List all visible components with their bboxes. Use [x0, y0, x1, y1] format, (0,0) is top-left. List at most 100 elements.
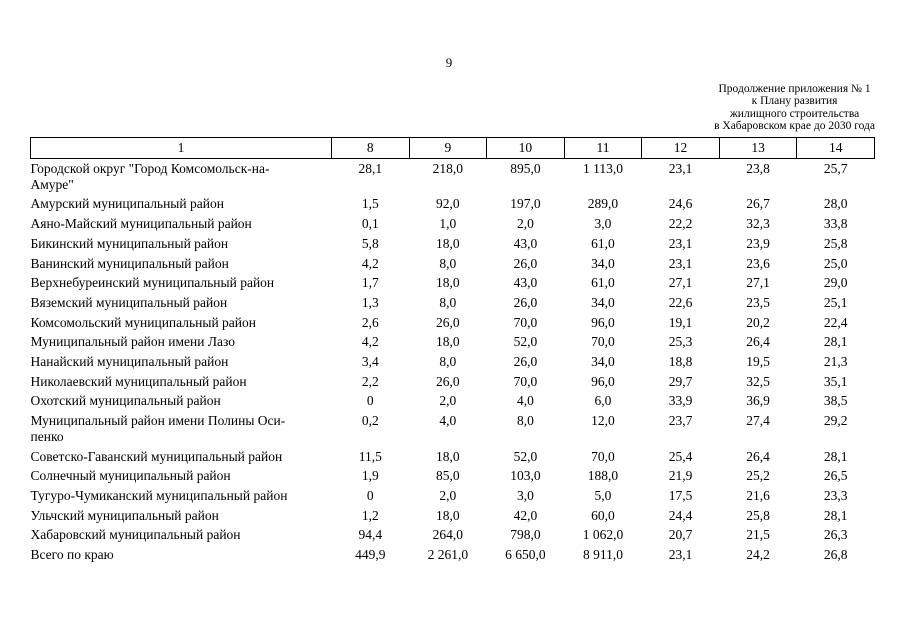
value-cell: 19,1 — [668, 314, 693, 330]
value-cell: 26,0 — [513, 255, 538, 271]
value-cell: 25,0 — [823, 255, 848, 271]
value-cell: 22,4 — [823, 314, 848, 330]
value-cell: 27,1 — [668, 275, 693, 291]
column-header: 12 — [641, 137, 720, 159]
value-cell: 188,0 — [587, 468, 619, 484]
column-header: 11 — [563, 137, 643, 159]
value-cell: 21,5 — [746, 527, 770, 543]
value-cell: 26,0 — [513, 354, 538, 370]
appendix-note-line: в Хабаровском крае до 2030 года — [714, 120, 875, 133]
value-cell: 42,0 — [513, 507, 538, 523]
value-cell: 218,0 — [432, 161, 464, 176]
value-cell: 29,0 — [823, 275, 848, 291]
value-cell: 0,2 — [361, 413, 379, 429]
value-cell: 2,0 — [439, 487, 457, 503]
value-cell: 70,0 — [513, 373, 538, 389]
table-row: Городской округ "Город Комсомольск-на- А… — [31, 159, 875, 195]
value-cell: 12,0 — [591, 413, 615, 429]
value-cell: 52,0 — [513, 448, 538, 464]
value-cell: 85,0 — [436, 468, 460, 484]
table-row: Аяно-Майский муниципальный район 0,1 1,0 2,… — [31, 214, 875, 234]
value-cell: 23,5 — [746, 294, 770, 310]
value-cell: 2,0 — [439, 393, 457, 409]
territory-name-cell: Солнечный муниципальный район — [30, 468, 231, 484]
value-cell: 1,3 — [361, 294, 379, 310]
value-cell: 1 113,0 — [582, 161, 623, 176]
value-cell: 8,0 — [439, 255, 457, 271]
table-row: Бикинский муниципальный район 5,8 18,0 43,0… — [31, 234, 875, 254]
value-cell: 33,9 — [668, 393, 693, 409]
value-cell: 18,8 — [668, 354, 693, 370]
territory-name-cell: Вяземский муниципальный район — [30, 294, 228, 310]
value-cell: 6 650,0 — [505, 547, 546, 563]
value-cell: 29,7 — [668, 373, 693, 389]
value-cell: 61,0 — [591, 275, 615, 291]
territory-name-cell: Городской округ "Город Комсомольск-на- А… — [30, 161, 270, 192]
table-row: Тугуро-Чумиканский муниципальный район 0 2… — [31, 486, 875, 506]
value-cell: 34,0 — [591, 255, 615, 271]
value-cell: 18,0 — [436, 275, 460, 291]
value-cell: 798,0 — [510, 527, 541, 543]
value-cell: 61,0 — [591, 235, 615, 251]
table-row: Всего по краю 449,9 2 261,0 6 650,0 8 911,0 2… — [31, 545, 875, 565]
table-row: Солнечный муниципальный район 1,9 85,0 103,… — [31, 466, 875, 486]
value-cell: 1,2 — [361, 507, 379, 523]
value-cell: 2,6 — [361, 314, 379, 330]
value-cell: 0,1 — [361, 216, 379, 232]
value-cell: 22,6 — [668, 294, 693, 310]
table-row: Ульчский муниципальный район 1,2 18,0 42,0 6… — [31, 506, 875, 526]
value-cell: 25,4 — [668, 448, 693, 464]
value-cell: 26,7 — [746, 196, 770, 212]
value-cell: 25,8 — [823, 235, 848, 251]
column-header: 1 — [30, 137, 332, 159]
value-cell: 1,5 — [361, 196, 379, 212]
value-cell: 1 062,0 — [582, 527, 624, 543]
value-cell: 3,4 — [361, 354, 379, 370]
value-cell: 25,7 — [823, 161, 848, 176]
value-cell: 21,6 — [746, 487, 770, 503]
value-cell: 18,0 — [436, 507, 460, 523]
page-number: 9 — [445, 55, 453, 70]
value-cell: 70,0 — [591, 448, 615, 464]
value-cell: 96,0 — [591, 373, 615, 389]
column-header: 10 — [486, 137, 565, 159]
value-cell: 25,8 — [746, 507, 770, 523]
value-cell: 0 — [366, 487, 374, 503]
value-cell: 43,0 — [513, 235, 538, 251]
value-cell: 34,0 — [591, 354, 615, 370]
value-cell: 5,0 — [594, 487, 612, 503]
value-cell: 23,1 — [668, 547, 693, 563]
value-cell: 289,0 — [587, 196, 619, 212]
value-cell: 24,4 — [668, 507, 693, 523]
value-cell: 4,2 — [361, 255, 379, 271]
territory-name-cell: Ванинский муниципальный район — [30, 255, 229, 271]
value-cell: 60,0 — [591, 507, 615, 523]
table-row: Николаевский муниципальный район 2,2 26,0 7… — [31, 372, 875, 392]
table-row: Муниципальный район имени Полины Оси- пе… — [31, 411, 875, 446]
value-cell: 1,9 — [361, 468, 379, 484]
value-cell: 96,0 — [591, 314, 615, 330]
territory-name-cell: Верхнебуреинский муниципальный район — [30, 275, 275, 291]
column-header: 13 — [718, 137, 798, 159]
value-cell: 3,0 — [516, 487, 534, 503]
territory-name-cell: Охотский муниципальный район — [30, 393, 221, 409]
appendix-note: Продолжение приложения № 1 к Плану разви… — [714, 83, 875, 133]
value-cell: 26,8 — [823, 547, 848, 563]
value-cell: 23,6 — [746, 255, 770, 271]
value-cell: 28,1 — [823, 507, 848, 523]
column-header: 8 — [331, 137, 410, 159]
table-row: Нанайский муниципальный район 3,4 8,0 26,0 3… — [31, 352, 875, 372]
value-cell: 4,0 — [516, 393, 534, 409]
value-cell: 52,0 — [513, 334, 538, 350]
table-row: Хабаровский муниципальный район 94,4 264,0… — [31, 525, 875, 545]
territory-name-cell: Муниципальный район имени Полины Оси- пе… — [30, 413, 286, 444]
value-cell: 70,0 — [513, 314, 538, 330]
value-cell: 1,7 — [361, 275, 379, 291]
value-cell: 23,8 — [746, 161, 770, 176]
territory-name-cell: Амурский муниципальный район — [30, 196, 224, 212]
value-cell: 23,3 — [823, 487, 848, 503]
value-cell: 3,0 — [594, 216, 612, 232]
value-cell: 29,2 — [823, 413, 848, 429]
value-cell: 33,8 — [823, 216, 848, 232]
